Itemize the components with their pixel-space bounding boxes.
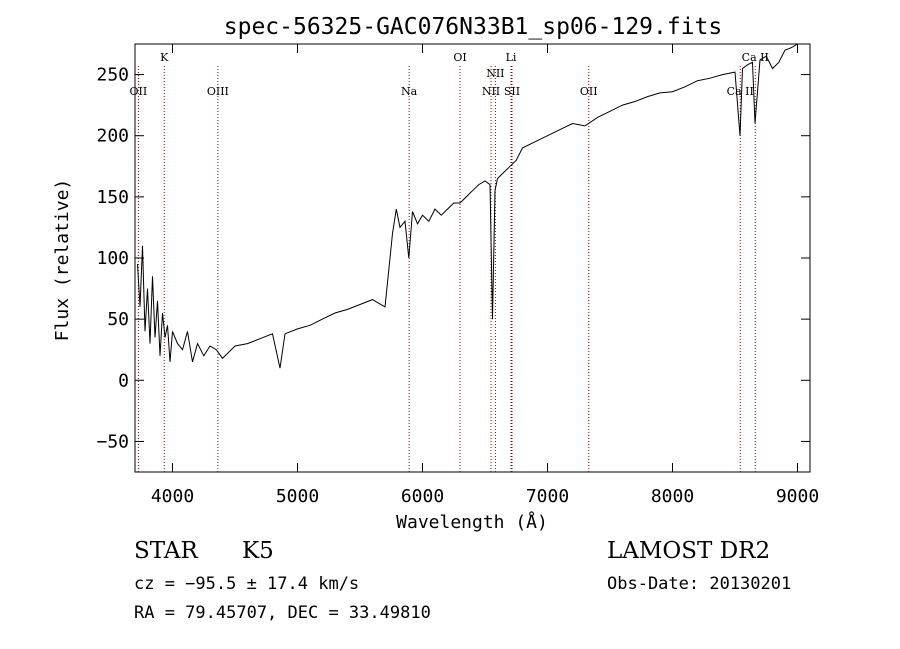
survey-name: LAMOST DR2 (607, 538, 771, 564)
y-tick-label: 0 (118, 370, 129, 391)
axis-ticks: 4000 5000 6000 7000 8000 9000 −50 0 50 100 150 200 2… (96, 44, 819, 507)
y-tick-label: −50 (96, 431, 129, 452)
x-tick-label: 8000 (651, 486, 694, 507)
line-marker-label: SII (504, 85, 520, 98)
x-axis-label: Wavelength (Å) (396, 511, 548, 533)
line-marker-label: Ca II (742, 51, 769, 64)
line-marker-label: Li (506, 51, 517, 64)
sky-coordinates: RA = 79.45707, DEC = 33.49810 (134, 603, 431, 623)
x-tick-label: 5000 (276, 486, 319, 507)
line-marker-label: OI (453, 51, 466, 64)
line-marker-label: OII (130, 85, 148, 98)
y-tick-label: 200 (96, 126, 129, 147)
object-class: STAR (134, 538, 198, 564)
x-tick-label: 6000 (401, 486, 444, 507)
y-tick-label: 150 (96, 187, 129, 208)
line-marker-label: NII (482, 85, 500, 98)
plot-frame (134, 43, 811, 473)
redshift-velocity: cz = −95.5 ± 17.4 km/s (134, 574, 360, 594)
x-tick-label: 9000 (776, 486, 819, 507)
line-marker-label: OII (580, 85, 598, 98)
observation-date: Obs-Date: 20130201 (607, 574, 792, 594)
line-marker-label: NII (486, 67, 504, 80)
x-tick-label: 4000 (151, 486, 194, 507)
y-axis-label: Flux (relative) (52, 179, 73, 342)
line-marker-label: OIII (207, 85, 229, 98)
line-marker-label: Na (401, 85, 418, 98)
line-marker-label: Ca II (727, 85, 754, 98)
spectrum-line (137, 43, 798, 369)
chart-title: spec-56325-GAC076N33B1_sp06-129.fits (224, 14, 723, 40)
line-marker-label: K (160, 51, 169, 64)
spectral-subclass: K5 (242, 538, 274, 564)
y-tick-label: 100 (96, 248, 129, 269)
y-tick-label: 50 (107, 309, 129, 330)
y-tick-label: 250 (96, 65, 129, 86)
x-tick-label: 7000 (526, 486, 569, 507)
